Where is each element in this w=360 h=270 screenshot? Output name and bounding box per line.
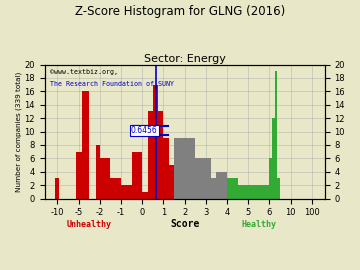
Bar <box>121 185 132 198</box>
X-axis label: Score: Score <box>170 219 199 229</box>
Bar <box>185 138 195 198</box>
Bar <box>96 145 100 198</box>
Bar <box>148 112 153 198</box>
Bar <box>211 178 216 198</box>
Bar <box>278 178 280 198</box>
Bar <box>153 85 158 198</box>
Bar <box>248 185 259 198</box>
Text: Z-Score Histogram for GLNG (2016): Z-Score Histogram for GLNG (2016) <box>75 5 285 18</box>
Y-axis label: Number of companies (339 total): Number of companies (339 total) <box>15 72 22 192</box>
Bar <box>100 158 111 198</box>
Bar <box>132 152 142 198</box>
Bar <box>272 118 275 198</box>
Bar <box>238 185 248 198</box>
Text: 0.6456: 0.6456 <box>131 126 158 135</box>
Bar <box>174 138 185 198</box>
Bar <box>270 158 272 198</box>
Text: The Research Foundation of SUNY: The Research Foundation of SUNY <box>50 81 174 87</box>
Bar <box>158 112 163 198</box>
Bar <box>259 185 270 198</box>
Bar <box>227 178 238 198</box>
Bar <box>275 71 278 198</box>
Bar <box>82 91 89 198</box>
Bar <box>163 138 169 198</box>
Bar <box>169 165 174 198</box>
Text: Healthy: Healthy <box>242 220 276 229</box>
Bar <box>206 158 211 198</box>
Bar <box>142 192 148 198</box>
Bar <box>195 158 206 198</box>
Bar <box>216 172 227 198</box>
Bar <box>111 178 121 198</box>
Title: Sector: Energy: Sector: Energy <box>144 54 226 64</box>
Text: ©www.textbiz.org,: ©www.textbiz.org, <box>50 69 118 75</box>
Bar <box>76 152 82 198</box>
Bar <box>55 178 59 198</box>
Text: Unhealthy: Unhealthy <box>67 220 112 229</box>
